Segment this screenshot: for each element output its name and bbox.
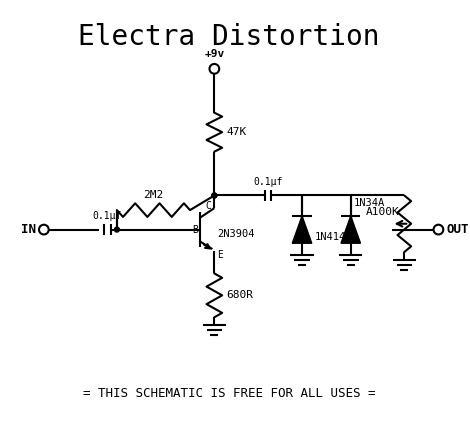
Polygon shape [292, 216, 312, 243]
Text: 1N4148: 1N4148 [315, 232, 352, 242]
Text: IN: IN [21, 223, 36, 236]
Text: C: C [205, 201, 212, 211]
Text: 2M2: 2M2 [143, 190, 164, 200]
Text: 1N34A: 1N34A [353, 198, 385, 208]
Text: 2N3904: 2N3904 [217, 229, 255, 239]
Text: E: E [217, 250, 223, 260]
Text: 47K: 47K [226, 127, 246, 137]
Text: OUT: OUT [446, 223, 469, 236]
Text: 0.1µf: 0.1µf [93, 211, 122, 221]
Circle shape [115, 227, 119, 232]
Text: = THIS SCHEMATIC IS FREE FOR ALL USES =: = THIS SCHEMATIC IS FREE FOR ALL USES = [83, 387, 375, 400]
Text: 680R: 680R [226, 290, 253, 300]
Text: A100K: A100K [366, 207, 400, 217]
Polygon shape [341, 216, 360, 243]
Circle shape [212, 193, 217, 198]
Text: +9v: +9v [204, 49, 225, 59]
Text: B: B [192, 225, 198, 235]
Circle shape [212, 193, 217, 198]
Text: 0.1µf: 0.1µf [253, 177, 282, 187]
Text: Electra Distortion: Electra Distortion [78, 23, 380, 51]
